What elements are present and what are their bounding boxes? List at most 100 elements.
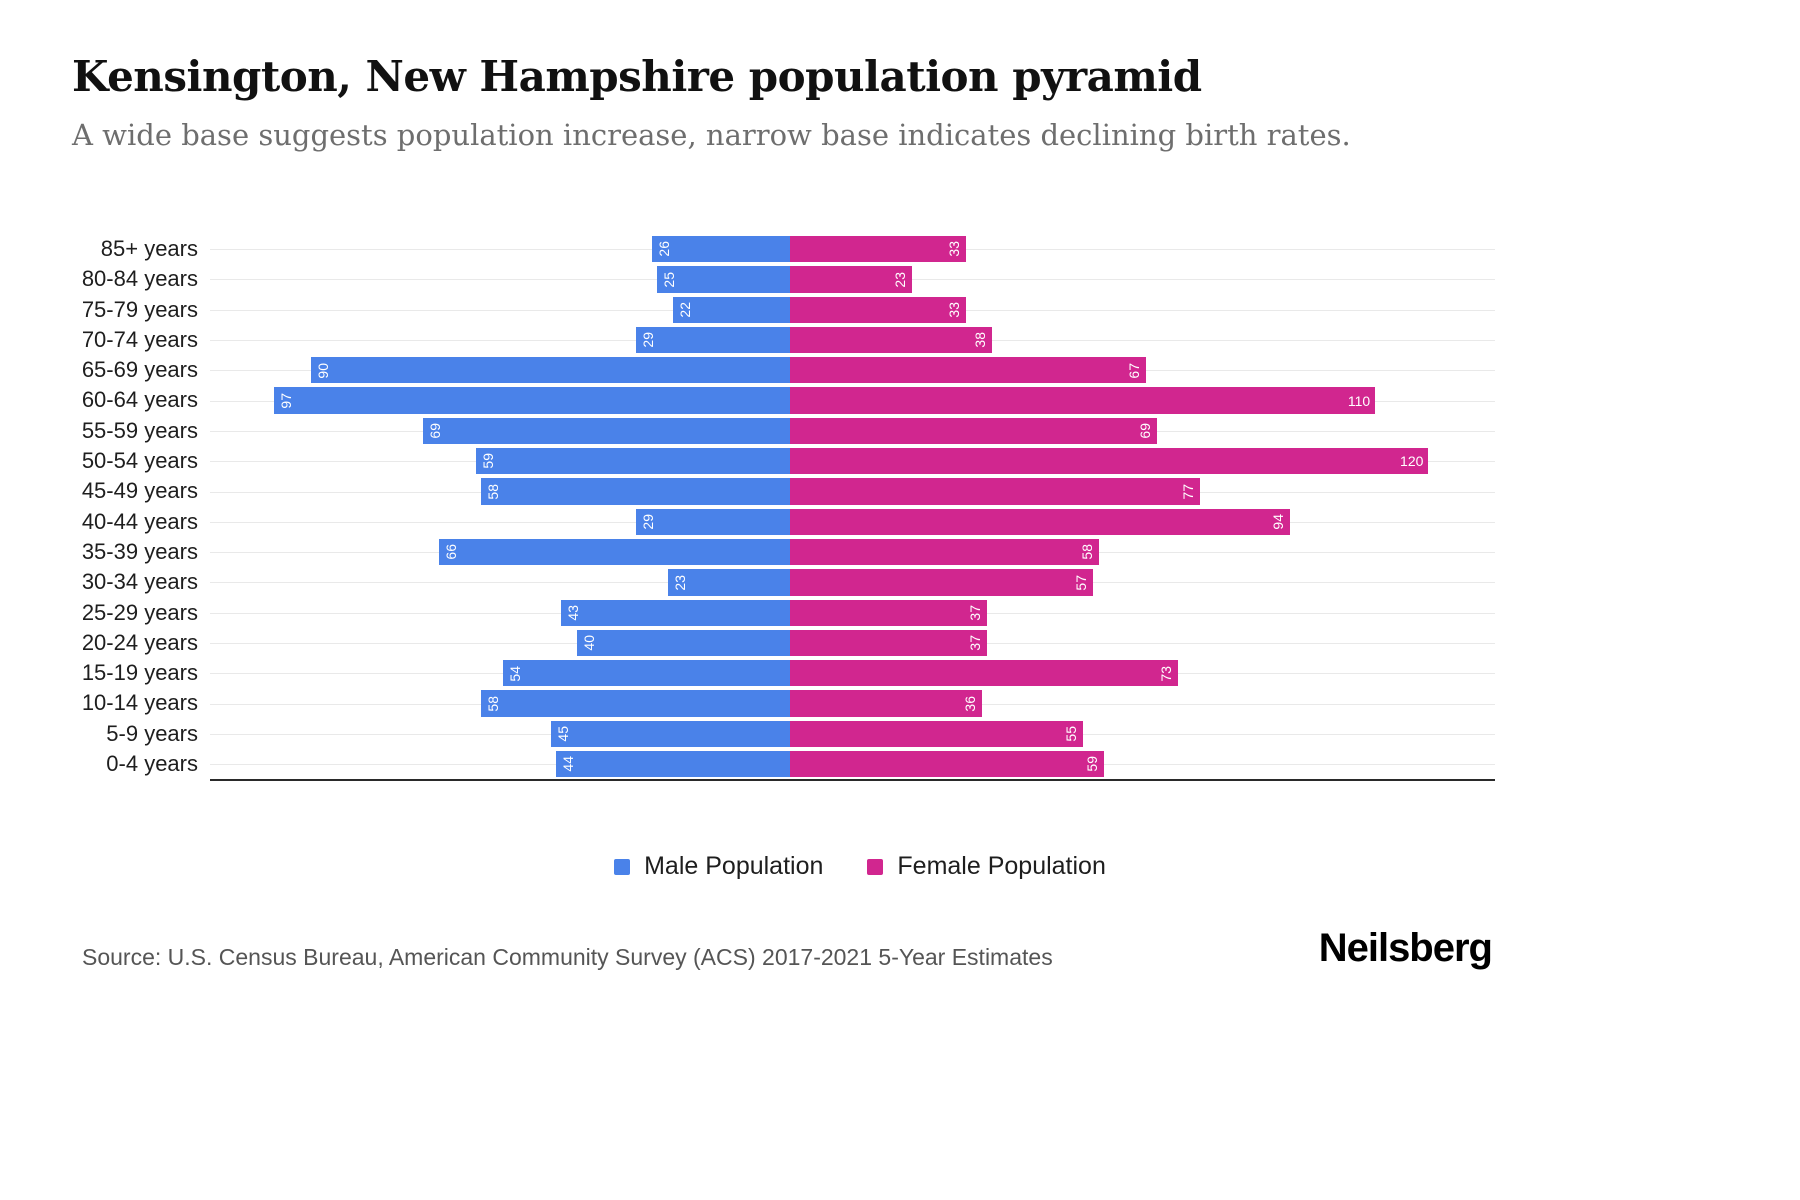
row-plot-area: 43 37	[210, 598, 1495, 628]
female-bar: 38	[790, 326, 993, 354]
female-swatch-icon	[867, 858, 884, 875]
pyramid-row: 80-84 years 25 23	[0, 264, 1800, 294]
row-plot-area: 26 33	[210, 234, 1495, 264]
female-bar: 110	[790, 387, 1376, 414]
age-group-label: 80-84 years	[81, 266, 198, 292]
pyramid-row: 70-74 years 29 38	[0, 325, 1800, 355]
chart-rows: 85+ years 26 33 80-84 years 25 23 75-79 years 2…	[0, 234, 1800, 779]
row-plot-area: 25 23	[210, 264, 1495, 294]
male-bar: 40	[577, 629, 790, 657]
bar-value-label: 40	[581, 635, 598, 651]
bar-value-label: 38	[972, 332, 989, 348]
bar-value-label: 73	[1158, 665, 1175, 682]
row-plot-area: 45 55	[210, 719, 1495, 749]
male-swatch-icon	[614, 858, 631, 875]
male-bar: 69	[422, 417, 790, 445]
row-plot-area: 97 110	[210, 385, 1495, 415]
age-group-label: 65-69 years	[81, 357, 198, 383]
bar-value-label: 33	[945, 241, 962, 257]
row-plot-area: 29 38	[210, 325, 1495, 355]
age-group-label: 85+ years	[100, 236, 198, 261]
pyramid-row: 40-44 years 29 94	[0, 507, 1800, 537]
bar-value-label: 66	[442, 544, 459, 560]
male-bar: 58	[481, 690, 790, 717]
female-bar: 36	[790, 690, 982, 717]
male-bar: 58	[481, 478, 790, 505]
pyramid-row: 5-9 years 45 55	[0, 719, 1800, 749]
bar-value-label: 29	[639, 514, 656, 530]
legend-item-female[interactable]: Female Population	[867, 852, 1106, 881]
bar-value-label: 59	[480, 453, 497, 470]
age-group-label: 55-59 years	[81, 417, 198, 443]
legend-male-label: Male Population	[644, 852, 824, 880]
bar-value-label: 110	[1347, 392, 1371, 409]
female-bar: 59	[790, 751, 1104, 778]
bar-value-label: 94	[1270, 514, 1287, 530]
age-group-label: 25-29 years	[81, 599, 198, 625]
male-bar: 29	[635, 508, 790, 535]
female-bar: 69	[790, 417, 1158, 445]
bar-value-label: 77	[1179, 483, 1196, 500]
female-bar: 37	[790, 599, 987, 626]
row-plot-area: 90 67	[210, 355, 1495, 385]
female-bar: 23	[790, 266, 913, 293]
male-bar: 26	[651, 236, 790, 263]
bar-value-label: 58	[485, 695, 502, 712]
female-bar: 120	[790, 448, 1429, 475]
row-plot-area: 40 37	[210, 628, 1495, 658]
bar-value-label: 45	[554, 726, 571, 742]
age-group-label: 10-14 years	[81, 690, 198, 716]
male-bar: 44	[555, 751, 790, 778]
chart-title: Kensington, New Hampshire population pyr…	[72, 52, 1202, 101]
age-group-label: 20-24 years	[81, 629, 198, 655]
male-bar: 90	[311, 357, 790, 384]
bar-value-label: 59	[1083, 756, 1100, 772]
chart-legend: Male Population Female Population	[0, 852, 1720, 881]
male-bar: 25	[657, 266, 790, 293]
male-bar: 22	[672, 296, 790, 323]
source-note: Source: U.S. Census Bureau, American Com…	[82, 944, 1053, 970]
age-group-label: 50-54 years	[81, 448, 198, 474]
bar-value-label: 25	[661, 271, 677, 288]
pyramid-row: 20-24 years 40 37	[0, 628, 1800, 658]
bar-value-label: 37	[966, 604, 983, 621]
population-pyramid-chart: 85+ years 26 33 80-84 years 25 23 75-79 years 2…	[0, 234, 1800, 784]
female-bar: 33	[790, 296, 966, 323]
row-plot-area: 69 69	[210, 416, 1495, 446]
age-group-label: 75-79 years	[81, 296, 198, 322]
bar-value-label: 22	[676, 301, 693, 318]
bar-value-label: 54	[506, 665, 523, 682]
age-group-label: 5-9 years	[106, 720, 198, 746]
age-group-label: 70-74 years	[81, 326, 198, 352]
female-bar: 55	[790, 720, 1083, 748]
bar-value-label: 23	[892, 271, 909, 288]
female-bar: 67	[790, 357, 1147, 384]
pyramid-row: 50-54 years 59 120	[0, 446, 1800, 476]
row-plot-area: 59 120	[210, 446, 1495, 476]
female-bar: 58	[790, 538, 1099, 566]
bar-value-label: 69	[1137, 423, 1154, 439]
row-plot-area: 22 33	[210, 295, 1495, 325]
pyramid-row: 0-4 years 44 59	[0, 749, 1800, 779]
female-bar: 73	[790, 660, 1179, 687]
bar-value-label: 23	[671, 574, 688, 591]
row-plot-area: 58 36	[210, 688, 1495, 718]
female-bar: 94	[790, 508, 1291, 535]
chart-subtitle: A wide base suggests population increase…	[72, 118, 1351, 152]
age-group-label: 60-64 years	[81, 387, 198, 413]
legend-item-male[interactable]: Male Population	[614, 852, 823, 881]
age-group-label: 30-34 years	[81, 569, 198, 595]
male-bar: 43	[561, 599, 790, 626]
age-group-label: 0-4 years	[106, 751, 198, 777]
bar-value-label: 90	[315, 362, 332, 379]
pyramid-row: 75-79 years 22 33	[0, 295, 1800, 325]
pyramid-row: 55-59 years 69 69	[0, 416, 1800, 446]
bar-value-label: 55	[1062, 726, 1079, 742]
bar-value-label: 97	[277, 392, 294, 409]
bar-value-label: 33	[945, 301, 962, 318]
female-bar: 57	[790, 569, 1094, 596]
bar-value-label: 69	[426, 423, 443, 439]
age-group-label: 15-19 years	[81, 660, 198, 686]
row-plot-area: 66 58	[210, 537, 1495, 567]
male-bar: 54	[502, 660, 790, 687]
